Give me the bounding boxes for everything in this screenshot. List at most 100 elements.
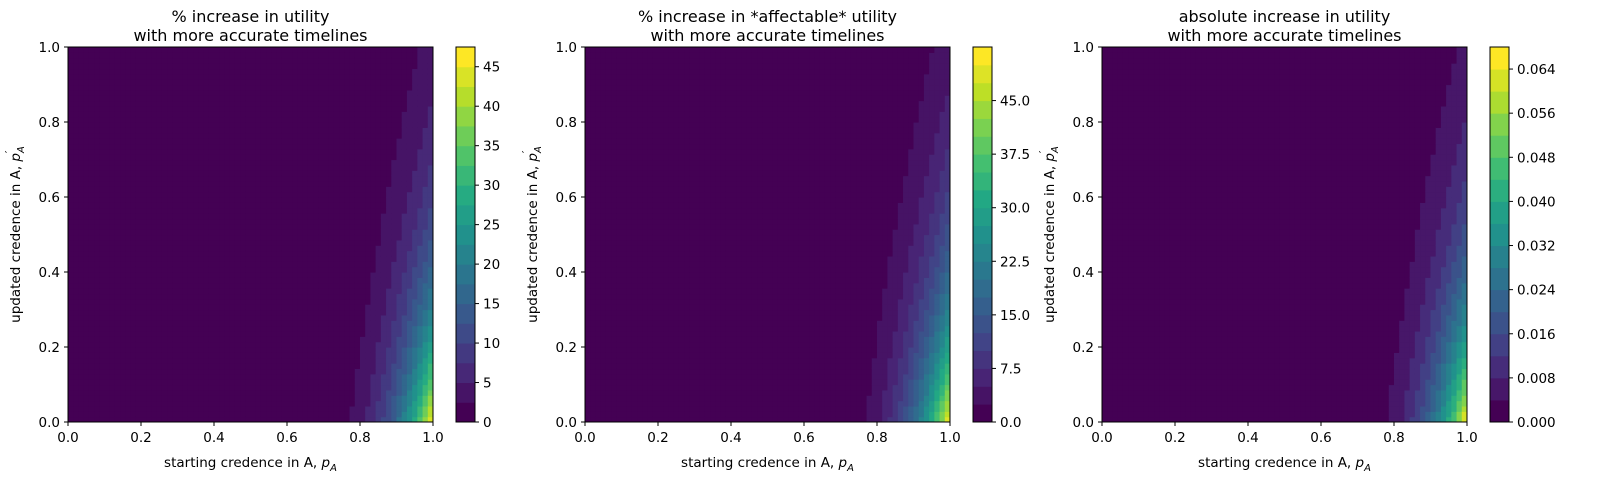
contour-cell — [99, 272, 106, 278]
contour-cell — [172, 261, 179, 268]
contour-cell — [187, 416, 194, 422]
contour-cell — [328, 255, 335, 262]
contour-cell — [360, 389, 366, 396]
contour-cell — [224, 79, 231, 86]
contour-cell — [422, 411, 429, 418]
contour-cell — [120, 389, 126, 396]
contour-cell — [161, 416, 168, 422]
contour-cell — [187, 261, 194, 268]
contour-cell — [109, 336, 116, 343]
contour-cell — [255, 52, 262, 59]
contour-cell — [177, 416, 184, 422]
contour-cell — [318, 68, 325, 75]
contour-cell — [354, 336, 361, 343]
contour-cell — [130, 373, 137, 380]
contour-cell — [156, 180, 163, 187]
contour-cell — [349, 57, 356, 64]
contour-cell — [245, 368, 252, 375]
contour-cell — [68, 202, 74, 209]
contour-cell — [240, 266, 246, 273]
contour-cell — [281, 239, 288, 246]
contour-cell — [73, 330, 80, 337]
contour-cell — [114, 314, 121, 321]
contour-cell — [422, 416, 429, 422]
contour-cell — [203, 180, 210, 187]
contour-cell — [370, 389, 377, 396]
contour-cell — [104, 379, 111, 386]
contour-cell — [219, 116, 226, 123]
contour-cell — [214, 229, 220, 236]
contour-cell — [250, 293, 257, 300]
contour-cell — [276, 277, 283, 284]
contour-cell — [187, 272, 194, 278]
contour-cell — [240, 223, 246, 230]
contour-cell — [198, 309, 205, 316]
contour-cell — [198, 229, 205, 236]
contour-cell — [339, 68, 345, 75]
contour-cell — [391, 143, 398, 150]
contour-cell — [427, 132, 433, 139]
contour-cell — [99, 411, 106, 418]
contour-cell — [349, 180, 356, 187]
contour-cell — [333, 341, 340, 348]
contour-cell — [198, 416, 205, 422]
contour-cell — [250, 314, 257, 321]
contour-cell — [130, 148, 137, 155]
contour-cell — [360, 132, 366, 139]
contour-cell — [328, 116, 335, 123]
contour-cell — [224, 218, 231, 225]
contour-cell — [203, 229, 210, 236]
contour-cell — [78, 111, 85, 118]
contour-cell — [307, 245, 314, 252]
contour-cell — [391, 127, 398, 134]
contour-cell — [208, 357, 215, 364]
contour-cell — [141, 395, 147, 402]
contour-cell — [401, 170, 408, 177]
contour-cell — [344, 293, 351, 300]
contour-cell — [427, 52, 433, 59]
contour-cell — [266, 288, 272, 295]
contour-cell — [198, 400, 205, 407]
contour-cell — [360, 261, 366, 268]
contour-cell — [360, 277, 366, 284]
contour-cell — [287, 218, 293, 225]
contour-cell — [151, 325, 158, 332]
contour-cell — [83, 47, 90, 53]
contour-cell — [135, 111, 142, 118]
contour-cell — [386, 347, 392, 353]
contour-cell — [73, 352, 80, 359]
contour-cell — [73, 245, 80, 252]
contour-cell — [208, 154, 215, 161]
contour-cell — [109, 400, 116, 407]
contour-cell — [208, 389, 215, 396]
contour-cell — [187, 293, 194, 300]
contour-cell — [417, 255, 424, 262]
contour-cell — [83, 143, 90, 150]
contour-cell — [187, 111, 194, 118]
contour-cell — [401, 116, 408, 123]
contour-cell — [297, 330, 304, 337]
contour-cell — [203, 411, 210, 418]
contour-cell — [370, 239, 377, 246]
contour-cell — [370, 288, 377, 295]
contour-cell — [146, 148, 153, 155]
contour-cell — [323, 347, 330, 353]
contour-cell — [240, 154, 246, 161]
contour-cell — [109, 379, 116, 386]
contour-cell — [130, 213, 137, 220]
contour-cell — [427, 186, 433, 193]
contour-cell — [187, 282, 194, 289]
contour-cell — [344, 261, 351, 268]
contour-cell — [240, 116, 246, 123]
contour-cell — [250, 154, 257, 161]
contour-cell — [203, 314, 210, 321]
contour-cell — [302, 89, 309, 96]
contour-cell — [292, 309, 299, 316]
contour-cell — [234, 73, 241, 80]
contour-cell — [391, 68, 398, 75]
contour-cell — [182, 411, 189, 418]
contour-cell — [260, 223, 267, 230]
contour-cell — [313, 213, 319, 220]
contour-cell — [109, 320, 116, 327]
contour-cell — [198, 272, 205, 278]
